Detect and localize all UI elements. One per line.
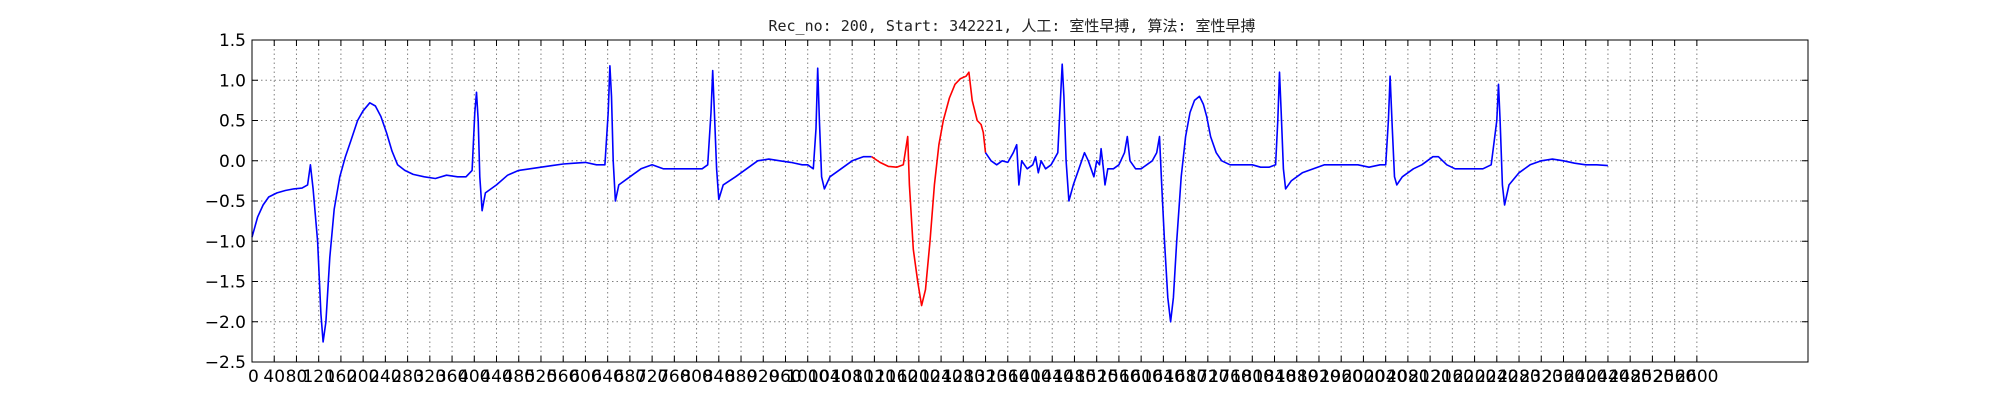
x-tick-label: 200 [347, 367, 379, 387]
x-tick-label: 400 [458, 367, 490, 387]
x-tick-label: 280 [391, 367, 423, 387]
x-tick-label: 2080 [1386, 367, 1429, 387]
x-tick-label: 2280 [1497, 367, 1540, 387]
x-tick-label: 2040 [1364, 367, 1407, 387]
x-tick-label: 720 [636, 367, 668, 387]
y-tick-label: −0.5 [205, 192, 246, 212]
x-tick-label: 800 [680, 367, 712, 387]
x-tick-label: 1160 [875, 367, 918, 387]
x-tick-label: 80 [286, 367, 308, 387]
series-line-2 [871, 71, 987, 307]
y-tick-label: −1.5 [205, 273, 246, 293]
y-tick-label: −2.0 [205, 313, 246, 333]
x-tick-label: 2560 [1653, 367, 1696, 387]
y-tick-label: 1.0 [219, 71, 246, 91]
x-tick-label: 2520 [1631, 367, 1674, 387]
x-tick-label: 2360 [1542, 367, 1585, 387]
x-tick-label: 600 [569, 367, 601, 387]
x-tick-label: 2200 [1453, 367, 1496, 387]
x-tick-label: 1120 [853, 367, 896, 387]
x-tick-label: 1280 [942, 367, 985, 387]
x-tick-label: 440 [480, 367, 512, 387]
y-tick-label: −2.5 [205, 353, 246, 373]
x-tick-label: 680 [614, 367, 646, 387]
plot-frame [251, 39, 1809, 363]
x-tick-label: 240 [369, 367, 401, 387]
x-tick-label: 520 [525, 367, 557, 387]
series-group [251, 63, 1608, 343]
x-tick-label: 2400 [1564, 367, 1607, 387]
x-tick-label: 1040 [808, 367, 851, 387]
x-tick-label: 560 [547, 367, 579, 387]
x-tick-label: 1720 [1186, 367, 1229, 387]
x-tick-label: 1080 [831, 367, 874, 387]
x-tick-label: 640 [591, 367, 623, 387]
x-tick-label: 360 [436, 367, 468, 387]
x-tick-label: 1400 [1008, 367, 1051, 387]
x-tick-label: 1600 [1120, 367, 1163, 387]
x-tick-label: 2120 [1408, 367, 1451, 387]
x-tick-label: 40 [263, 367, 285, 387]
series-line-1 [251, 65, 872, 343]
series-line-3 [984, 63, 1608, 323]
x-tick-label: 2600 [1675, 367, 1718, 387]
x-tick-label: 1320 [964, 367, 1007, 387]
x-tick-label: 960 [769, 367, 801, 387]
x-tick-label: 760 [658, 367, 690, 387]
x-tick-label: 1960 [1320, 367, 1363, 387]
x-tick-label: 480 [503, 367, 535, 387]
x-tick-label: 0 [248, 367, 259, 387]
x-tick-label: 1000 [786, 367, 829, 387]
x-tick-label: 1880 [1275, 367, 1318, 387]
x-tick-label: 1360 [986, 367, 1029, 387]
x-tick-label: 2320 [1520, 367, 1563, 387]
x-tick-label: 1760 [1208, 367, 1251, 387]
chart-title: Rec_no: 200, Start: 342221, 人工: 室性早搏, 算法… [768, 17, 1255, 35]
x-tick-label: 840 [703, 367, 735, 387]
x-tick-label: 2000 [1342, 367, 1385, 387]
x-tick-label: 2160 [1431, 367, 1474, 387]
x-tick-label: 1200 [897, 367, 940, 387]
x-tick-label: 1680 [1164, 367, 1207, 387]
x-tick-label: 1920 [1297, 367, 1340, 387]
x-tick-label: 1440 [1031, 367, 1074, 387]
x-tick-label: 160 [325, 367, 357, 387]
x-tick-label: 2440 [1586, 367, 1629, 387]
x-axis-ticks: 0 40 8012016020024028032036040044048052056… [248, 40, 1718, 387]
grid [252, 40, 1808, 362]
x-tick-label: 2480 [1609, 367, 1652, 387]
x-tick-label: 1240 [919, 367, 962, 387]
y-tick-label: 0.5 [219, 112, 246, 132]
x-tick-label: 2240 [1475, 367, 1518, 387]
x-tick-label: 1800 [1231, 367, 1274, 387]
x-tick-label: 120 [302, 367, 334, 387]
x-tick-label: 880 [725, 367, 757, 387]
x-tick-label: 1480 [1053, 367, 1096, 387]
y-tick-label: −1.0 [205, 232, 246, 252]
y-tick-label: 1.5 [219, 31, 246, 51]
x-tick-label: 1640 [1142, 367, 1185, 387]
y-tick-label: 0.0 [219, 152, 246, 172]
x-tick-label: 1840 [1253, 367, 1296, 387]
x-tick-label: 920 [747, 367, 779, 387]
x-tick-label: 1560 [1097, 367, 1140, 387]
y-axis-ticks: 1.5 1.0 0.5 0.0 −0.5 −1.0 −1.5 −2.0 −2.5 [205, 31, 1808, 373]
x-tick-label: 1520 [1075, 367, 1118, 387]
x-tick-label: 320 [414, 367, 446, 387]
